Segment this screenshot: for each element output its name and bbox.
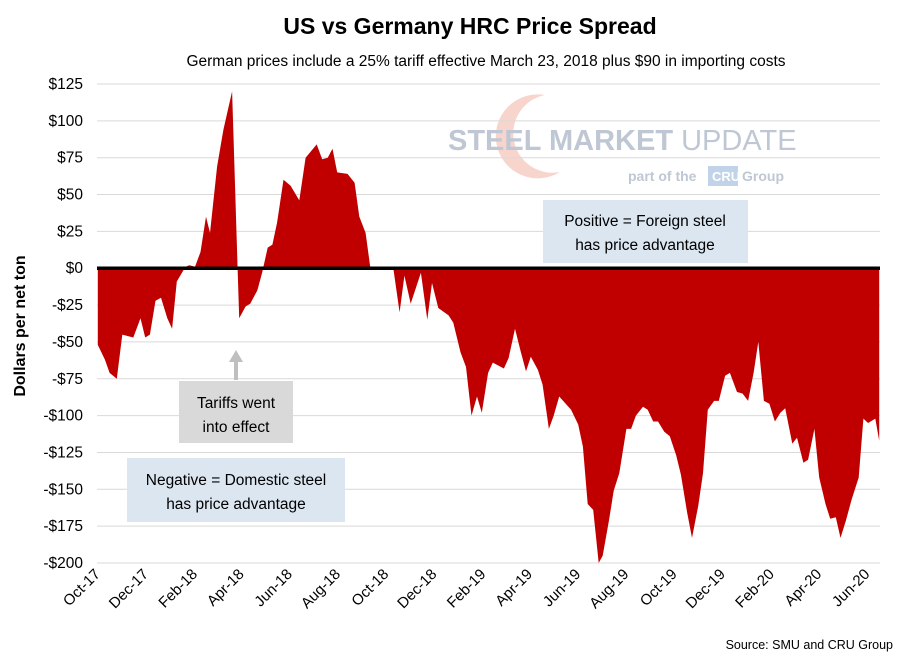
y-tick-label: $125 [49,76,83,93]
svg-text:has price advantage: has price advantage [166,496,306,513]
svg-text:Group: Group [742,168,784,184]
y-tick-label: $0 [66,260,84,277]
x-tick-label: Feb-19 [444,566,490,612]
y-tick-label: -$125 [43,444,83,461]
x-tick-label: Dec-18 [394,566,440,612]
x-tick-label: Feb-20 [732,566,778,612]
x-tick-label: Jun-18 [251,566,295,610]
x-tick-label: Dec-17 [106,566,152,612]
y-tick-label: $25 [57,223,83,240]
x-tick-label: Oct-17 [60,566,104,610]
x-tick-label: Oct-18 [348,566,392,610]
x-tick-label: Jun-19 [540,566,584,610]
x-tick-label: Apr-20 [781,566,825,610]
arrow-up-icon [229,350,243,362]
x-tick-label: Aug-19 [586,566,632,612]
x-axis-labels: Oct-17 Dec-17 Feb-18 Apr-18 Jun-18 Aug-18 Oct-… [60,566,873,612]
y-tick-label: $100 [49,113,84,130]
y-axis-title: Dollars per net ton [12,255,29,396]
chart-subtitle: German prices include a 25% tariff effec… [186,53,785,70]
steel-market-update-logo: STEEL MARKET UPDATE part of the CRU Grou… [448,94,797,186]
x-tick-label: Jun-20 [829,566,873,610]
y-tick-label: -$150 [43,481,83,498]
chart-title: US vs Germany HRC Price Spread [283,13,656,39]
svg-text:Tariffs went: Tariffs went [197,395,276,412]
y-tick-label: $75 [57,150,83,167]
svg-text:has price advantage: has price advantage [575,237,715,254]
annotation-tariffs: Tariffs went into effect [179,350,293,443]
annotation-negative: Negative = Domestic steel has price adva… [127,458,345,522]
x-tick-label: Feb-18 [155,566,201,612]
svg-text:CRU: CRU [712,169,740,184]
spread-area [97,91,880,564]
y-tick-label: -$200 [43,555,83,572]
x-tick-label: Apr-19 [492,566,536,610]
y-tick-label: -$100 [43,408,83,425]
y-tick-label: -$175 [43,518,83,535]
svg-text:Negative = Domestic steel: Negative = Domestic steel [146,472,326,489]
svg-text:STEEL MARKET UPDATE: STEEL MARKET UPDATE [448,125,797,157]
y-tick-label: -$25 [52,297,83,314]
y-axis-labels: $125 $100 $75 $50 $25 $0 -$25 -$50 -$75 -$100 -$12… [43,76,83,572]
x-tick-label: Oct-19 [637,566,681,610]
y-tick-label: -$75 [52,371,83,388]
svg-text:Positive = Foreign steel: Positive = Foreign steel [564,213,726,230]
x-tick-label: Dec-19 [683,566,729,612]
source-note: Source: SMU and CRU Group [726,638,893,652]
y-tick-label: $50 [57,187,83,204]
y-tick-label: -$50 [52,334,83,351]
annotation-positive: Positive = Foreign steel has price advan… [543,200,748,263]
svg-text:part of the: part of the [628,168,697,184]
x-tick-label: Apr-18 [204,566,248,610]
x-tick-label: Aug-18 [298,566,344,612]
svg-text:into effect: into effect [203,419,271,436]
